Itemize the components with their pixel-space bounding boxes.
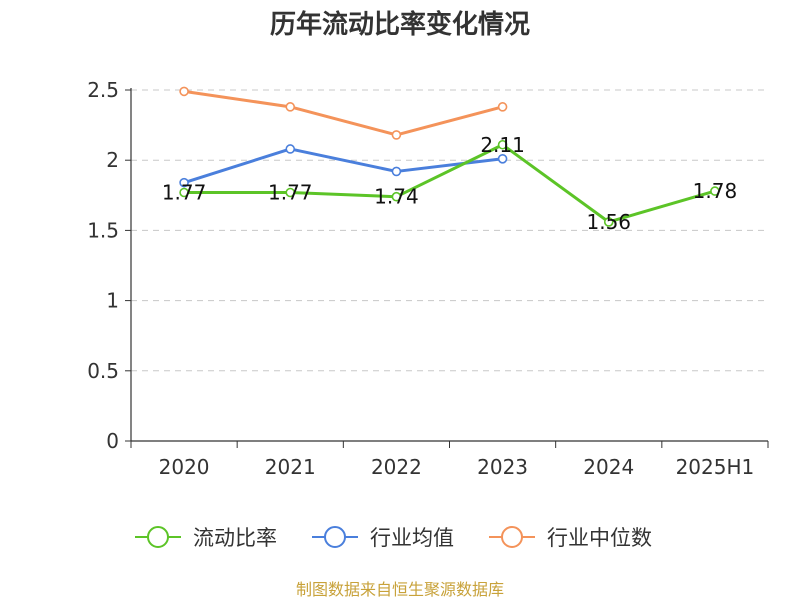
data-point — [391, 191, 402, 202]
series-group — [179, 86, 720, 227]
legend-label: 行业中位数 — [547, 526, 652, 550]
series-line-2 — [183, 89, 503, 137]
y-tick-label: 1.5 — [87, 218, 119, 242]
legend-label: 行业均值 — [370, 526, 454, 550]
x-tick-label: 2024 — [583, 455, 634, 479]
x-tick-label: 2020 — [159, 455, 210, 479]
legend-item-0: 流动比率 — [135, 526, 277, 550]
source-note: 制图数据来自恒生聚源数据库 — [296, 580, 504, 599]
data-point — [179, 187, 189, 198]
grid-lines — [131, 89, 768, 372]
legend-item-2: 行业中位数 — [489, 526, 652, 550]
y-axis-ticks: 0 0.5 1 1.5 2 2.5 — [87, 78, 119, 453]
data-point — [179, 177, 189, 188]
data-label: 2.11 — [480, 133, 525, 157]
legend-marker — [147, 526, 169, 548]
data-point — [710, 186, 720, 196]
legend-marker — [501, 526, 523, 548]
data-point — [391, 166, 402, 177]
data-point — [497, 102, 508, 112]
legend: 流动比率 行业均值 行业中位数 — [135, 526, 652, 550]
y-tick-label: 0 — [106, 429, 119, 453]
data-label: 1.74 — [374, 185, 419, 209]
data-label: 1.56 — [586, 210, 631, 234]
x-tick-label: 2022 — [371, 455, 422, 479]
data-label: 1.77 — [268, 180, 313, 204]
data-point — [391, 130, 402, 140]
legend-label: 流动比率 — [193, 526, 277, 550]
data-point — [285, 144, 296, 154]
legend-item-1: 行业均值 — [312, 526, 454, 550]
data-point — [497, 139, 508, 150]
y-tick-label: 2 — [106, 148, 119, 172]
data-point — [603, 217, 614, 227]
x-axis-ticks: 2020 2021 2022 2023 2024 2025H1 — [159, 455, 755, 479]
data-label: 1.77 — [162, 180, 207, 204]
x-tick-label: 2021 — [265, 455, 316, 479]
chart-title: 历年流动比率变化情况 — [270, 9, 530, 40]
data-point — [285, 187, 296, 198]
legend-marker — [324, 526, 346, 548]
y-tick-label: 1 — [106, 289, 119, 313]
data-point — [497, 153, 508, 164]
x-tick-label: 2023 — [477, 455, 528, 479]
series-line-0 — [184, 143, 716, 224]
series-line-1 — [183, 147, 503, 185]
data-point — [179, 86, 189, 97]
data-point — [285, 102, 296, 112]
data-label: 1.78 — [693, 179, 738, 203]
axes — [125, 88, 769, 448]
y-tick-label: 0.5 — [87, 359, 119, 383]
data-labels: 1.77 1.77 1.74 2.11 1.56 1.78 — [162, 133, 737, 234]
x-tick-label: 2025H1 — [676, 455, 755, 479]
y-tick-label: 2.5 — [87, 78, 119, 102]
